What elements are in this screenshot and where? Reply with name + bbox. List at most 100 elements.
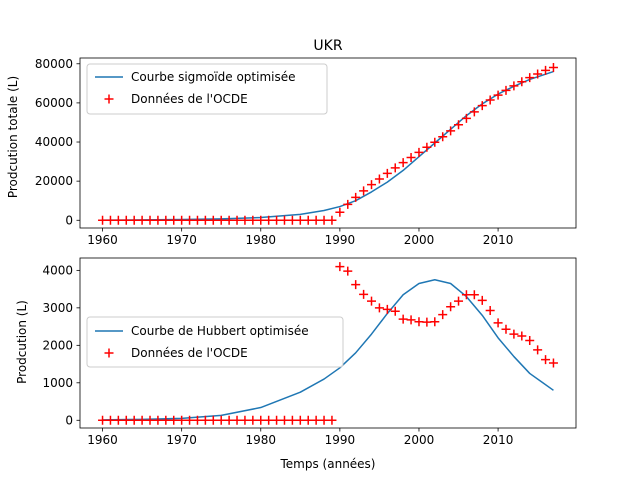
top-data-point <box>343 199 353 209</box>
bottom-data-point <box>461 290 471 300</box>
top-chart-ticks: 1960 1970 1980 1990 2000 2010 0 20000 40000 60000… <box>35 57 514 247</box>
top-fit-curve <box>102 70 554 221</box>
top-data-point <box>548 62 558 72</box>
top-chart: UKR Prodcution totale (L) 1960 1970 1980 19… <box>6 38 577 247</box>
bottom-data-point <box>327 415 337 425</box>
bottom-chart-frame <box>79 257 577 429</box>
bottom-data-point <box>485 305 495 315</box>
bottom-data-point <box>287 415 297 425</box>
top-data-point <box>454 120 464 130</box>
top-y-tick-label: 60000 <box>35 96 73 110</box>
top-data-point <box>137 215 147 225</box>
top-data-point <box>240 215 250 225</box>
bottom-data-point <box>113 415 123 425</box>
bottom-chart-legend: Courbe de Hubbert optimisée Données de l… <box>86 316 344 368</box>
bottom-data-point <box>374 303 384 313</box>
bottom-x-tick-label: 1990 <box>325 433 356 447</box>
top-data-point <box>232 215 242 225</box>
bottom-chart-series <box>98 262 558 425</box>
bottom-data-point <box>256 415 266 425</box>
top-data-point <box>224 215 234 225</box>
top-data-point <box>169 215 179 225</box>
top-legend-box <box>86 63 328 115</box>
top-data-point <box>161 215 171 225</box>
top-data-point <box>279 215 289 225</box>
top-data-point <box>335 207 345 217</box>
bottom-data-point <box>264 415 274 425</box>
bottom-data-point <box>406 315 416 325</box>
bottom-data-point <box>422 317 432 327</box>
top-data-point <box>382 168 392 178</box>
top-data-point <box>525 73 535 83</box>
bottom-data-point <box>351 280 361 290</box>
top-data-point <box>153 215 163 225</box>
top-y-tick-label: 20000 <box>35 174 73 188</box>
bottom-data-point <box>343 266 353 276</box>
bottom-data-point <box>240 415 250 425</box>
top-data-point <box>414 147 424 157</box>
bottom-data-point <box>477 295 487 305</box>
top-data-point <box>501 85 511 95</box>
bottom-y-tick-label: 3000 <box>42 301 73 315</box>
top-data-point <box>541 65 551 75</box>
top-legend-label-data: Données de l'OCDE <box>131 92 248 106</box>
top-x-tick-label: 1970 <box>166 233 197 247</box>
top-data-point <box>533 69 543 79</box>
top-data-point <box>477 101 487 111</box>
top-data-point <box>430 137 440 147</box>
bottom-data-point <box>359 289 369 299</box>
top-data-point <box>113 215 123 225</box>
bottom-data-point <box>367 296 377 306</box>
bottom-y-tick-label: 0 <box>65 413 73 427</box>
bottom-data-point <box>224 415 234 425</box>
bottom-y-tick-label: 1000 <box>42 376 73 390</box>
bottom-data-point <box>382 304 392 314</box>
bottom-data-point <box>192 415 202 425</box>
bottom-data-point <box>311 415 321 425</box>
bottom-data-point <box>493 318 503 328</box>
top-data-point <box>469 107 479 117</box>
bottom-data-point <box>438 310 448 320</box>
bottom-data-point <box>272 415 282 425</box>
bottom-data-point <box>390 306 400 316</box>
bottom-data-point <box>279 415 289 425</box>
top-data-point <box>446 126 456 136</box>
top-data-point <box>359 186 369 196</box>
bottom-data-point <box>232 415 242 425</box>
bottom-data-point <box>129 415 139 425</box>
top-x-tick-label: 2010 <box>483 233 514 247</box>
bottom-data-point <box>398 314 408 324</box>
bottom-data-point <box>446 302 456 312</box>
top-data-point <box>200 215 210 225</box>
top-data-point <box>303 215 313 225</box>
top-y-tick-label: 40000 <box>35 135 73 149</box>
bottom-y-tick-label: 2000 <box>42 338 73 352</box>
bottom-data-point <box>509 329 519 339</box>
bottom-data-point <box>185 415 195 425</box>
top-legend-label-fit: Courbe sigmoïde optimisée <box>131 70 296 84</box>
top-chart-ylabel: Prodcution totale (L) <box>6 76 20 198</box>
bottom-data-point <box>541 355 551 365</box>
bottom-data-point <box>430 317 440 327</box>
top-data-point <box>129 215 139 225</box>
bottom-data-point <box>454 296 464 306</box>
bottom-legend-marker-swatch <box>104 348 114 358</box>
bottom-data-point <box>98 415 108 425</box>
top-data-point <box>422 142 432 152</box>
bottom-data-point <box>216 415 226 425</box>
top-data-point <box>390 163 400 173</box>
bottom-x-tick-label: 1980 <box>245 433 276 447</box>
bottom-data-point <box>525 335 535 345</box>
bottom-y-tick-label: 4000 <box>42 263 73 277</box>
top-x-tick-label: 1990 <box>325 233 356 247</box>
bottom-x-tick-label: 1960 <box>87 433 118 447</box>
top-data-point <box>256 215 266 225</box>
bottom-legend-box <box>86 316 344 368</box>
bottom-data-point <box>533 345 543 355</box>
bottom-chart-xlabel: Temps (années) <box>280 457 376 471</box>
bottom-data-point <box>501 324 511 334</box>
bottom-data-point <box>248 415 258 425</box>
bottom-legend-label-data: Données de l'OCDE <box>131 346 248 360</box>
top-data-point <box>208 215 218 225</box>
